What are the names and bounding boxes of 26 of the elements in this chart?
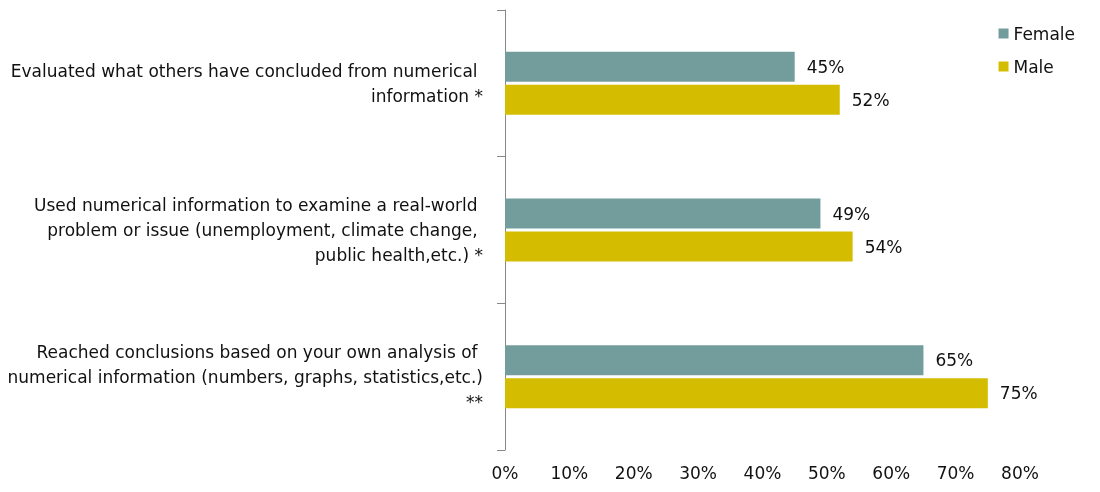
y-tick-label: Used numerical information to examine a real-world problem or issue (unemployment, climate change, public health,etc.) * [33, 195, 483, 265]
y-tick-label: Evaluated what others have concluded from numerical information * [10, 60, 483, 106]
y-tick-label: Reached conclusions based on your own analysis of numerical information (numbers, graphs, statistics,etc.) ** [7, 341, 483, 412]
bar [505, 198, 821, 229]
data-label: 49% [832, 203, 871, 224]
x-tick-label: 20% [614, 462, 653, 483]
legend-label: Female [1013, 23, 1075, 44]
data-label: 52% [851, 89, 890, 110]
x-tick-label: 40% [743, 462, 782, 483]
bar [505, 51, 795, 82]
x-tick-label: 30% [679, 462, 718, 483]
x-tick-label: 0% [491, 462, 519, 483]
bar [505, 84, 840, 115]
bar [505, 378, 988, 409]
bar [505, 345, 924, 376]
data-label: 45% [806, 56, 845, 77]
x-tick-label: 80% [1001, 462, 1039, 483]
bar [505, 231, 853, 262]
data-label: 54% [864, 236, 903, 257]
x-tick-label: 60% [872, 462, 911, 483]
data-label: 65% [935, 350, 974, 371]
x-tick-label: 10% [550, 462, 589, 483]
x-tick-label: 50% [807, 462, 846, 483]
x-tick-label: 70% [936, 462, 975, 483]
legend-label: Male [1013, 56, 1054, 77]
data-label: 75% [999, 383, 1038, 404]
